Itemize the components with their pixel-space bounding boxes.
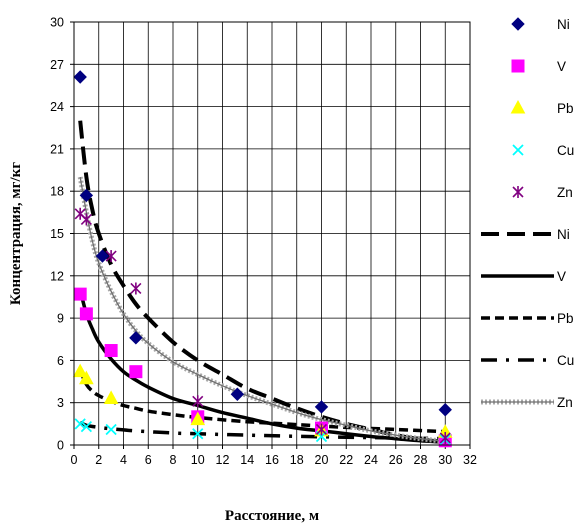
y-axis-title: Концентрация, мг/кг [8,162,24,305]
x-tick-label: 4 [120,453,127,467]
legend-label: Ni [557,17,570,32]
legend-label: Ni [557,227,570,242]
data-point-pb [79,370,94,385]
x-tick-label: 16 [265,453,279,467]
y-tick-label: 18 [50,185,64,199]
data-point-zn [315,423,328,436]
legend-item-cu: Cu [481,353,574,368]
plot-area-frame [73,21,471,446]
legend-marker [511,17,525,31]
data-point-zn [74,207,86,220]
data-point-zn [105,250,117,263]
legend-label: Cu [557,143,574,158]
y-tick-label: 30 [50,16,64,30]
x-tick-label: 28 [414,453,428,467]
y-tick-label: 0 [57,439,64,453]
data-point-ni [73,70,87,84]
legend-item-zn: Zn [512,185,573,200]
x-tick-label: 22 [339,453,353,467]
data-point-ni [230,387,245,401]
x-tick-label: 32 [463,453,477,467]
trend-line-ni [78,120,446,445]
data-point-ni [314,400,329,414]
trend-line-pb [78,369,446,434]
x-tick-label: 14 [240,453,254,467]
x-tick-label: 24 [364,453,378,467]
legend-item-ni: Ni [481,227,570,242]
legend-item-pb: Pb [481,311,574,326]
y-tick-label: 21 [50,142,64,156]
data-point-ni [129,331,143,345]
x-tick-label: 18 [290,453,304,467]
legend-item-pb: Pb [510,99,574,116]
legend-label: V [557,269,566,284]
trend-line-zn [77,176,446,444]
data-point-v [129,365,143,379]
data-point-zn [439,431,451,444]
x-tick-label: 12 [216,453,230,467]
data-point-v [73,287,87,301]
y-tick-label: 9 [57,312,64,326]
legend-item-v: V [481,269,566,284]
trend-line-cu [79,420,446,441]
y-tick-label: 15 [50,227,64,241]
data-point-cu [192,428,204,440]
data-point-cu [105,423,117,436]
data-point-pb [190,411,206,426]
legend-marker [510,99,526,114]
data-point-v [104,344,118,358]
x-tick-label: 2 [95,453,102,467]
data-point-zn [192,395,204,408]
y-tick-label: 12 [50,269,64,283]
x-tick-label: 0 [71,453,78,467]
legend-label: Pb [557,101,574,116]
data-points [72,70,453,448]
data-point-cu [74,418,86,430]
data-point-ni [438,403,452,417]
x-tick-label: 30 [438,453,452,467]
tick-labels: 0 2 4 6 8 10 12 14 16 18 20 22 24 26 28 30 3203691215182… [50,16,477,468]
data-point-v [79,307,93,321]
legend-item-zn: Zn [481,395,573,410]
legend-item-v: V [511,59,566,74]
y-tick-label: 27 [50,58,64,72]
legend-label: Pb [557,311,574,326]
data-point-ni [79,188,94,203]
legend-item-cu: Cu [512,143,574,158]
legend-marker [511,59,525,73]
data-point-ni [95,249,110,263]
legend-item-ni: Ni [511,17,570,32]
data-point-cu [80,421,93,433]
data-point-pb [103,390,119,404]
trend-line-v [78,289,446,444]
legend-marker [512,186,524,198]
x-tick-label: 6 [145,453,152,467]
y-tick-label: 6 [57,354,64,368]
trend-lines [77,120,446,445]
data-point-pb [72,363,88,378]
legend-label: Zn [557,395,573,410]
x-tick-label: 26 [389,453,403,467]
data-point-zn [130,282,142,295]
y-tick-label: 24 [50,100,64,114]
legend: Ni V Pb Cu Zn Ni V Pb Cu Zn [481,17,574,410]
legend-label: V [557,59,566,74]
x-tick-label: 20 [315,453,329,467]
trend-line-zn [79,176,446,443]
grid [70,21,471,449]
x-tick-label: 8 [170,453,177,467]
y-tick-label: 3 [57,396,64,410]
data-point-zn [80,213,92,226]
x-tick-label: 10 [191,453,205,467]
legend-label: Zn [557,185,573,200]
legend-marker [512,144,524,156]
legend-label: Cu [557,353,574,368]
x-axis-title: Расстояние, м [225,508,319,524]
